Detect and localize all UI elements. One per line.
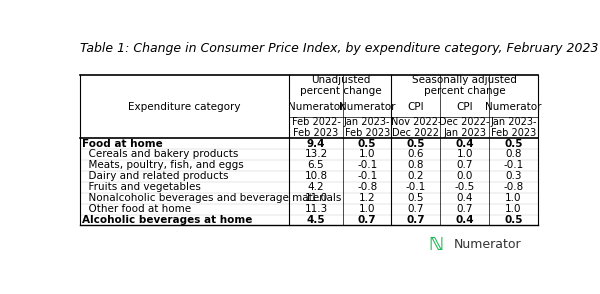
Text: 0.8: 0.8: [505, 149, 521, 160]
Text: -0.8: -0.8: [357, 182, 377, 192]
Text: Seasonally adjusted
percent change: Seasonally adjusted percent change: [412, 75, 517, 96]
Text: -0.5: -0.5: [454, 182, 475, 192]
Text: CPI: CPI: [456, 101, 473, 111]
Text: Numerator: Numerator: [339, 101, 395, 111]
Text: 4.5: 4.5: [307, 215, 325, 225]
Text: -0.1: -0.1: [357, 171, 377, 181]
Text: 9.4: 9.4: [307, 138, 325, 148]
Text: 0.3: 0.3: [505, 171, 521, 181]
Text: Cereals and bakery products: Cereals and bakery products: [82, 149, 238, 160]
Text: 1.0: 1.0: [505, 193, 521, 203]
Text: 0.5: 0.5: [407, 193, 424, 203]
Text: 0.7: 0.7: [407, 204, 424, 214]
Text: Nonalcoholic beverages and beverage materials: Nonalcoholic beverages and beverage mate…: [82, 193, 341, 203]
Text: 0.4: 0.4: [457, 193, 473, 203]
Text: 11.3: 11.3: [304, 204, 328, 214]
Text: Feb 2022-
Feb 2023: Feb 2022- Feb 2023: [292, 117, 340, 138]
Text: 11.0: 11.0: [304, 193, 328, 203]
Text: 0.7: 0.7: [457, 204, 473, 214]
Text: 4.2: 4.2: [308, 182, 324, 192]
Text: Jan 2023-
Feb 2023: Jan 2023- Feb 2023: [490, 117, 536, 138]
Text: -0.1: -0.1: [503, 161, 523, 171]
Text: Meats, poultry, fish, and eggs: Meats, poultry, fish, and eggs: [82, 161, 244, 171]
Text: 0.5: 0.5: [407, 138, 425, 148]
Text: 0.5: 0.5: [504, 215, 523, 225]
Text: Dairy and related products: Dairy and related products: [82, 171, 229, 181]
Text: 6.5: 6.5: [308, 161, 324, 171]
Text: 0.6: 0.6: [407, 149, 424, 160]
Text: Other food at home: Other food at home: [82, 204, 191, 214]
Text: 1.0: 1.0: [505, 204, 521, 214]
Text: Nov 2022-
Dec 2022: Nov 2022- Dec 2022: [391, 117, 441, 138]
Text: -0.1: -0.1: [357, 161, 377, 171]
Text: Numerator: Numerator: [485, 101, 542, 111]
Text: Unadjusted
percent change: Unadjusted percent change: [299, 75, 381, 96]
Text: Fruits and vegetables: Fruits and vegetables: [82, 182, 201, 192]
Text: 0.4: 0.4: [455, 138, 474, 148]
Text: 0.0: 0.0: [457, 171, 473, 181]
Text: Numerator: Numerator: [454, 238, 521, 251]
Text: Expenditure category: Expenditure category: [128, 101, 241, 111]
Text: Table 1: Change in Consumer Price Index, by expenditure category, February 2023: Table 1: Change in Consumer Price Index,…: [80, 42, 598, 55]
Text: 1.0: 1.0: [457, 149, 473, 160]
Text: 1.0: 1.0: [359, 204, 376, 214]
Text: 0.2: 0.2: [407, 171, 424, 181]
Text: 0.8: 0.8: [407, 161, 424, 171]
Text: -0.8: -0.8: [503, 182, 523, 192]
Text: Numerator: Numerator: [288, 101, 344, 111]
Text: CPI: CPI: [407, 101, 424, 111]
Text: Food at home: Food at home: [82, 138, 163, 148]
Text: Jan 2023-
Feb 2023: Jan 2023- Feb 2023: [344, 117, 391, 138]
Text: 1.0: 1.0: [359, 149, 376, 160]
Text: 10.8: 10.8: [304, 171, 328, 181]
Text: 13.2: 13.2: [304, 149, 328, 160]
Text: 0.7: 0.7: [358, 215, 376, 225]
Text: Dec 2022-
Jan 2023: Dec 2022- Jan 2023: [439, 117, 490, 138]
Text: 0.4: 0.4: [455, 215, 474, 225]
Text: Alcoholic beverages at home: Alcoholic beverages at home: [82, 215, 253, 225]
Text: -0.1: -0.1: [406, 182, 426, 192]
Text: 1.2: 1.2: [359, 193, 376, 203]
Text: 0.7: 0.7: [457, 161, 473, 171]
Text: 0.5: 0.5: [358, 138, 376, 148]
Text: 0.5: 0.5: [504, 138, 523, 148]
Text: 0.7: 0.7: [407, 215, 425, 225]
Text: ℕ: ℕ: [428, 236, 443, 254]
